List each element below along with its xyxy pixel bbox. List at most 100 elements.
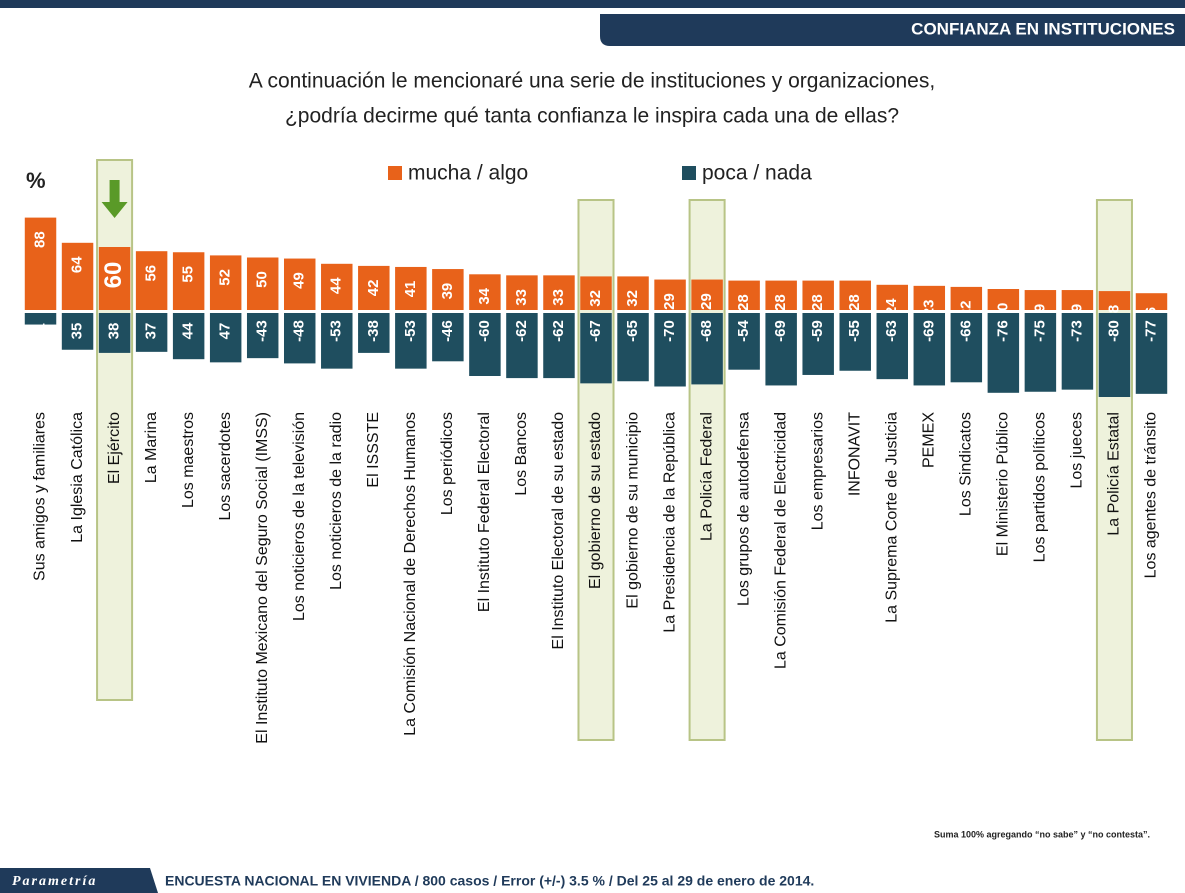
value-label: -80 <box>1105 320 1122 342</box>
value-label: 52 <box>217 269 234 286</box>
bar <box>1098 313 1131 397</box>
x-tick-label: Los jueces <box>1069 412 1086 489</box>
bar <box>580 276 612 310</box>
highlight-box <box>1095 199 1133 741</box>
x-tick-label: Sus amigos y familiares <box>32 412 49 581</box>
bar <box>469 274 501 310</box>
x-tick-label: Los noticieros de la radio <box>328 412 345 590</box>
value-label: -77 <box>1142 320 1159 342</box>
x-tick-label: La Policía Federal <box>698 412 715 541</box>
value-label: 50 <box>254 271 271 288</box>
footer-text: ENCUESTA NACIONAL EN VIVIENDA / 800 caso… <box>165 873 814 889</box>
value-label: 29 <box>698 293 715 310</box>
value-label: -62 <box>550 320 567 342</box>
value-label: 28 <box>809 294 826 311</box>
bar <box>728 280 760 310</box>
x-tick-label: La Comisión Nacional de Derechos Humanos <box>402 412 419 736</box>
value-label: -63 <box>883 320 900 342</box>
x-tick-label: El gobierno de su estado <box>587 412 604 589</box>
value-label: 64 <box>69 256 86 273</box>
x-tick-label: El Ministerio Público <box>995 412 1012 556</box>
value-label: 44 <box>328 277 345 294</box>
x-tick-label: Los partidos políticos <box>1032 412 1049 562</box>
value-label: 28 <box>772 294 789 311</box>
title: ¿podría decirme qué tanta confianza le i… <box>285 105 899 128</box>
value-label: -60 <box>476 320 493 342</box>
bar <box>950 313 983 383</box>
legend-swatch <box>388 166 402 180</box>
value-label: -55 <box>846 320 863 342</box>
bar <box>135 313 168 352</box>
x-tick-label: La Policía Estatal <box>1106 412 1123 536</box>
value-label: 38 <box>106 323 123 340</box>
value-label: -67 <box>587 320 604 342</box>
x-tick-label: Los Bancos <box>513 412 530 496</box>
bar <box>728 313 760 370</box>
value-label: -68 <box>698 320 715 342</box>
bar <box>61 313 94 350</box>
value-label: -62 <box>513 320 530 342</box>
bar <box>135 251 168 310</box>
footnote: Suma 100% agregando “no sabe” y “no cont… <box>934 829 1150 839</box>
value-label: -46 <box>439 320 456 342</box>
bar <box>469 313 501 376</box>
bar <box>617 313 649 382</box>
bar <box>802 280 834 310</box>
bar <box>395 313 427 369</box>
value-label: -53 <box>402 320 419 342</box>
legend-label: poca / nada <box>702 162 812 185</box>
bar <box>913 285 946 310</box>
header: CONFIANZA EN INSTITUCIONES <box>911 19 1175 38</box>
x-tick-label: PEMEX <box>921 412 938 468</box>
x-tick-label: El Ejército <box>106 412 123 484</box>
top-bar <box>0 0 1185 8</box>
bar <box>617 276 649 310</box>
bar <box>98 313 131 353</box>
bar <box>506 313 538 379</box>
bar <box>802 313 834 375</box>
bar <box>839 313 871 371</box>
x-tick-label: Los grupos de autodefensa <box>735 412 752 606</box>
bar <box>1061 313 1094 390</box>
bar <box>691 313 723 385</box>
x-tick-label: Los periódicos <box>439 412 456 515</box>
bar <box>765 313 797 386</box>
value-label: -53 <box>328 320 345 342</box>
bar <box>284 313 316 364</box>
value-label: -48 <box>291 320 308 342</box>
value-label: 39 <box>439 283 456 300</box>
value-label: 33 <box>550 289 567 306</box>
x-tick-label: La Presidencia de la República <box>661 412 678 633</box>
bar <box>246 313 279 359</box>
bar <box>172 252 205 310</box>
value-label: 34 <box>476 287 493 304</box>
value-label: -76 <box>994 320 1011 342</box>
x-tick-label: La Suprema Corte de Justicia <box>883 412 900 623</box>
bar <box>839 280 871 310</box>
value-label: 23 <box>920 300 937 317</box>
x-tick-label: El gobierno de su municipio <box>624 412 641 609</box>
bar <box>654 313 686 387</box>
legend-swatch <box>682 166 696 180</box>
bar <box>284 258 316 310</box>
arrow-icon <box>101 180 128 218</box>
value-label: -70 <box>661 320 678 342</box>
bar <box>654 279 686 310</box>
title: A continuación le mencionaré una serie d… <box>249 70 935 93</box>
value-label: 32 <box>587 290 604 307</box>
x-tick-label: El Instituto Electoral de su estado <box>550 412 567 650</box>
bar <box>246 257 279 310</box>
x-tick-label: Los agentes de tránsito <box>1143 412 1160 578</box>
x-tick-label: Los Sindicatos <box>958 412 975 516</box>
x-tick-label: INFONAVIT <box>846 412 863 496</box>
value-label: -69 <box>920 320 937 342</box>
bar <box>1024 313 1057 392</box>
x-tick-label: La Iglesia Católica <box>69 412 86 543</box>
bar <box>1024 290 1057 310</box>
bar <box>506 275 538 310</box>
x-tick-label: El ISSSTE <box>365 412 382 488</box>
bar <box>691 279 723 310</box>
header-bg <box>600 14 1185 46</box>
bar <box>358 265 390 310</box>
